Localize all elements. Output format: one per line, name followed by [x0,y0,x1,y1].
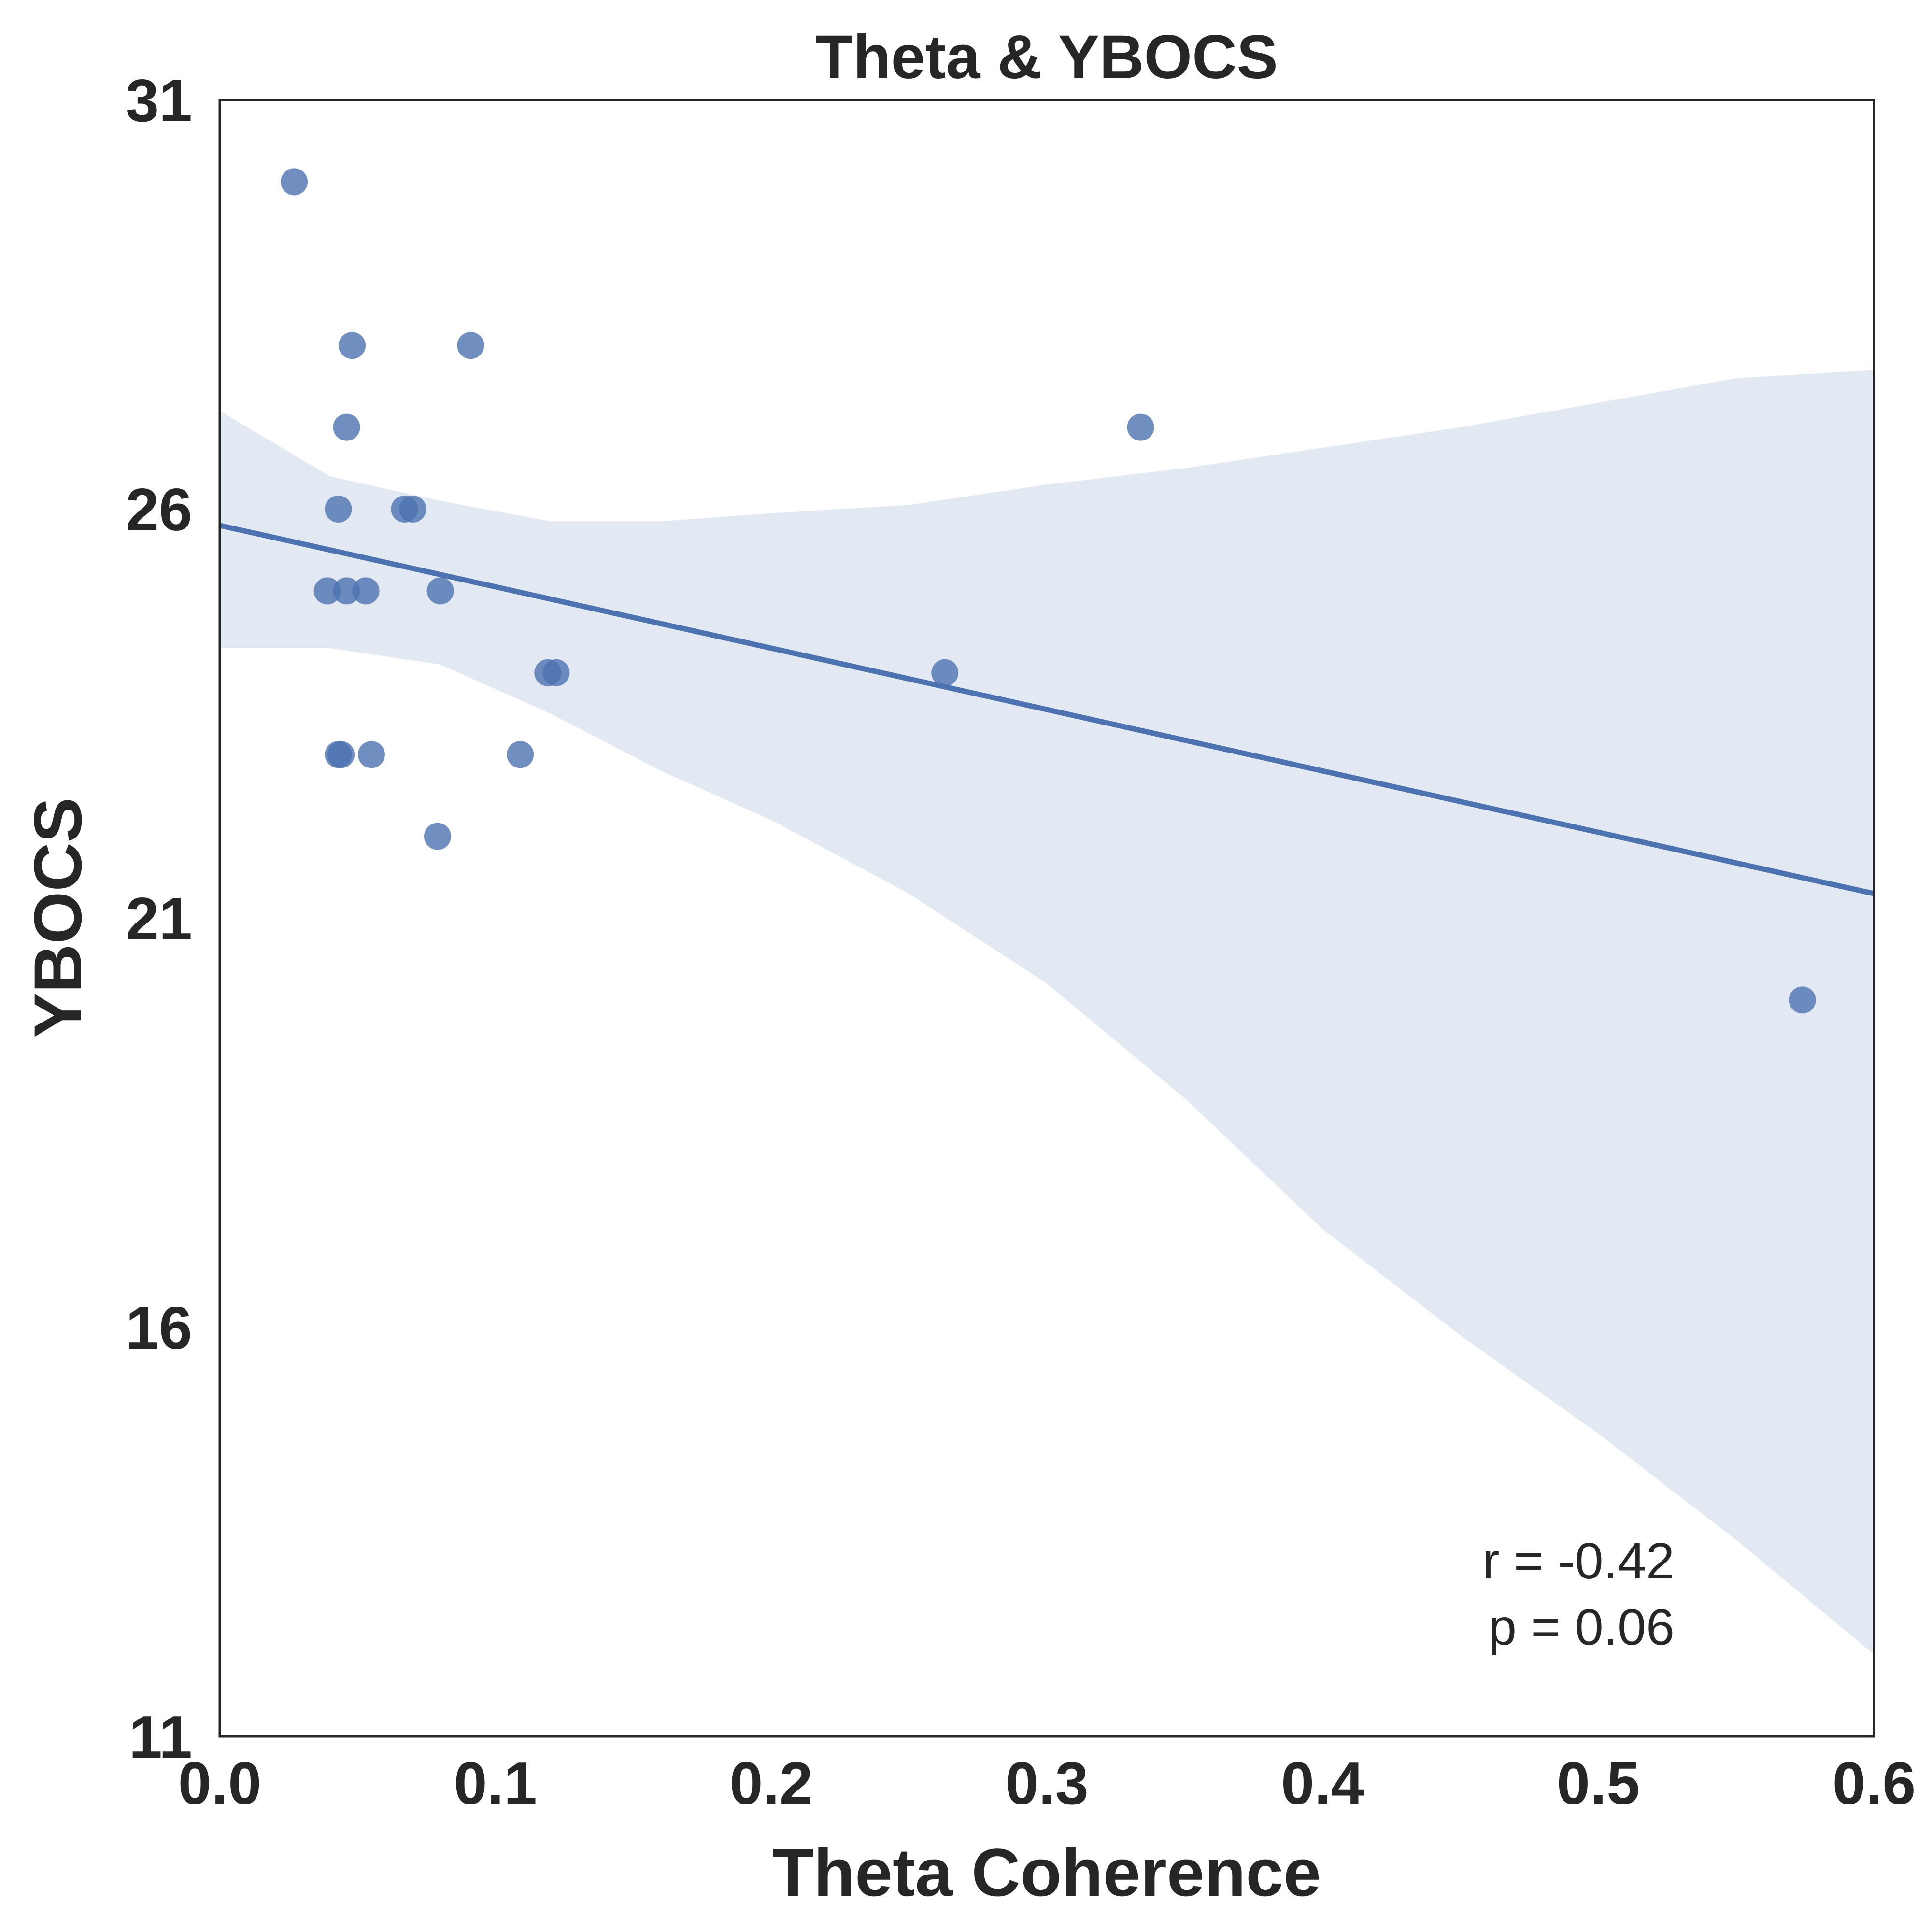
plot-frame [218,99,1875,1738]
y-tick-label: 31 [126,68,192,134]
data-point [931,659,959,686]
data-point [333,413,360,441]
x-tick-label: 0.1 [454,1750,537,1817]
data-point [357,741,385,768]
regression-line [219,523,1875,896]
y-tick-label: 16 [126,1295,192,1362]
data-point [399,496,426,523]
data-point [426,577,454,605]
regression-line-layer [219,523,1875,896]
data-point [507,741,534,768]
data-point [1789,986,1816,1014]
x-axis-label: Theta Coherence [772,1834,1321,1910]
confidence-band [220,370,1874,1655]
data-point [333,577,360,605]
y-tick-label: 21 [126,886,192,952]
x-tick-label: 0.0 [178,1750,261,1817]
data-point [352,577,380,605]
data-point [281,168,308,196]
data-point [325,496,352,523]
data-point [339,332,366,359]
data-point [327,741,355,768]
correlation-r-annotation: r = -0.42 [1482,1533,1675,1590]
x-tick-label: 0.3 [1005,1750,1088,1817]
data-point [313,577,341,605]
y-axis-label: YBOCS [20,797,96,1038]
data-point [424,823,451,850]
p-value-annotation: p = 0.06 [1488,1599,1675,1656]
x-tick-label: 0.6 [1833,1750,1916,1817]
chart-title: Theta & YBOCS [815,23,1278,92]
x-tick-label: 0.2 [729,1750,812,1817]
data-point [457,332,484,359]
confidence-band-layer [220,370,1874,1655]
data-points-layer [281,168,1816,1014]
x-tick-label: 0.5 [1557,1750,1640,1817]
x-tick-label: 0.4 [1281,1750,1364,1817]
y-tick-labels: 11 16 21 26 31 [126,68,192,1771]
data-point [542,659,570,686]
data-point [1127,413,1154,441]
x-tick-labels: 0.0 0.1 0.2 0.3 0.4 0.5 0.6 [178,1750,1916,1817]
y-tick-label: 26 [126,477,192,543]
y-tick-label: 11 [129,1704,192,1771]
